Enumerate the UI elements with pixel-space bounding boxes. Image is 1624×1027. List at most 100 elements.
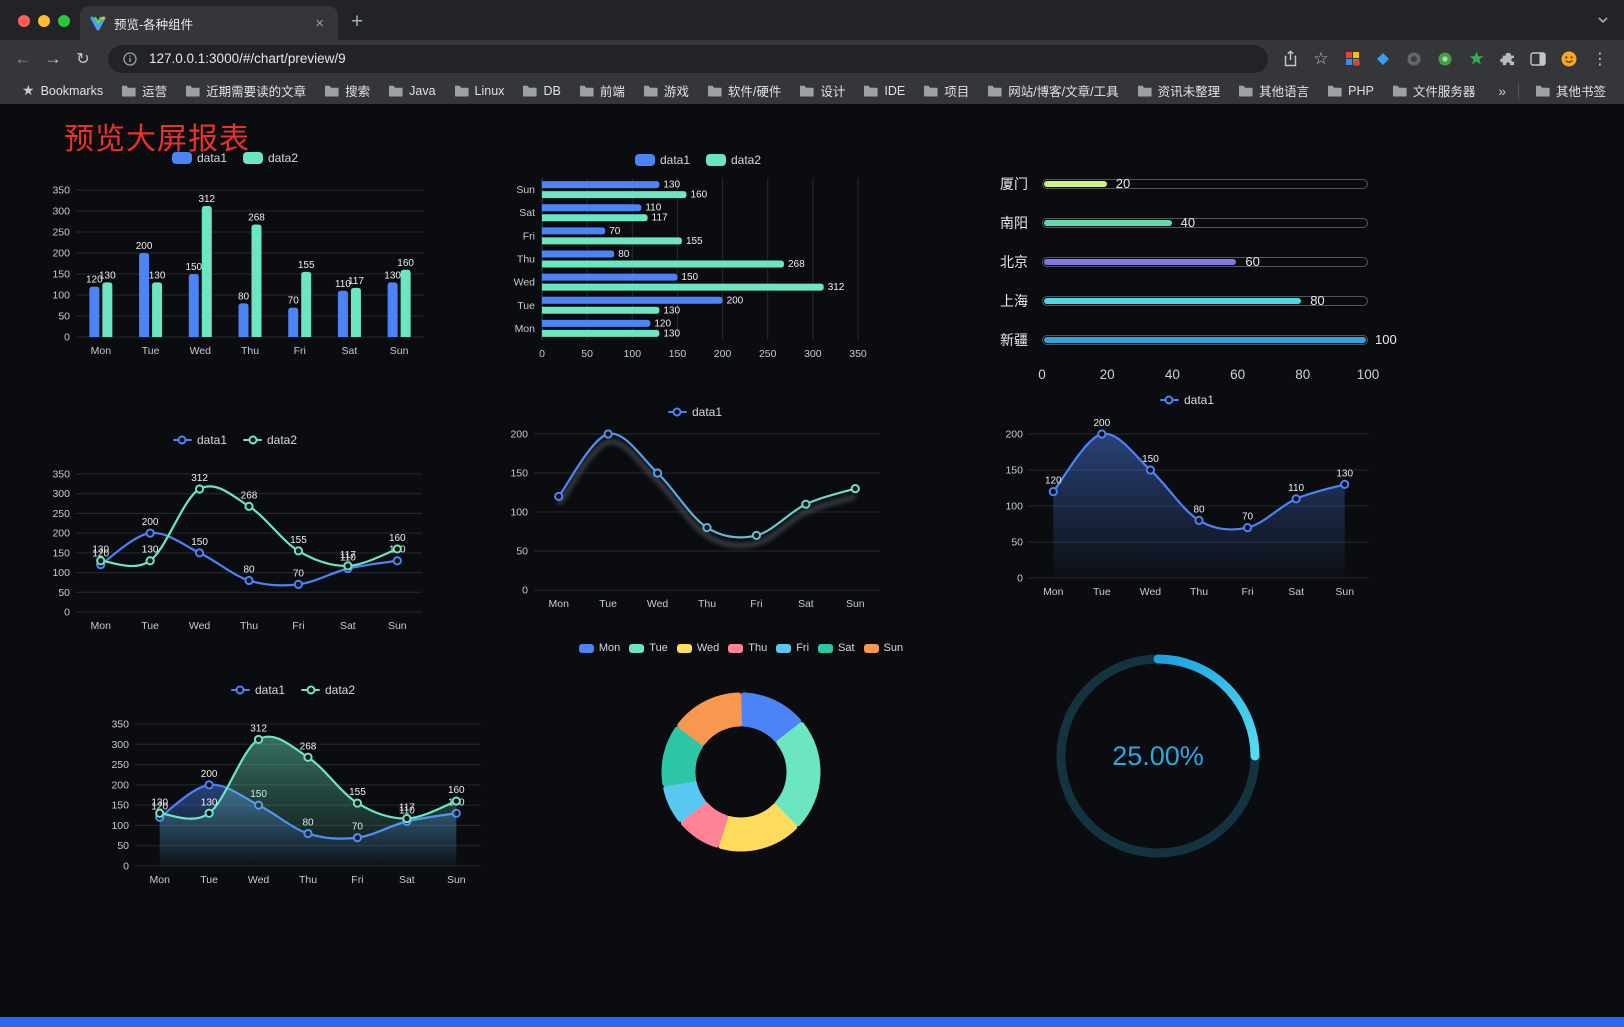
address-bar[interactable]: 127.0.0.1:3000/#/chart/preview/9 [108, 44, 1268, 73]
close-window-button[interactable] [18, 15, 30, 27]
svg-text:200: 200 [52, 528, 70, 540]
legend-item-data2[interactable]: data2 [243, 151, 298, 165]
bookmark-folder[interactable]: DB [514, 81, 568, 101]
legend-item-data2[interactable]: data2 [243, 433, 297, 447]
page-title: 预览大屏报表 [64, 123, 250, 156]
legend-item-data2[interactable]: data2 [301, 683, 355, 697]
site-info-icon[interactable] [120, 49, 140, 69]
svg-text:155: 155 [298, 260, 315, 271]
svg-text:160: 160 [397, 258, 414, 269]
legend-item-data1[interactable]: data1 [230, 683, 285, 697]
legend-label: data1 [691, 405, 723, 419]
legend-item-Thu[interactable]: Thu [728, 642, 767, 654]
line-series-data1: 120 200 150 80 70 110 130 [1045, 418, 1353, 578]
svg-text:100: 100 [510, 507, 528, 519]
legend-label: data2 [731, 153, 762, 167]
svg-text:Tue: Tue [599, 598, 617, 610]
reload-button[interactable]: ↻ [76, 50, 90, 68]
bookmark-folder[interactable]: 搜索 [316, 78, 378, 103]
tab-close-button[interactable]: × [315, 14, 324, 32]
legend-item-Mon[interactable]: Mon [578, 642, 620, 654]
progress-axis: 0 20 40 60 80 100 [1038, 367, 1379, 391]
legend-label: data1 [254, 683, 285, 697]
legend-item-Wed[interactable]: Wed [676, 642, 719, 654]
svg-text:0: 0 [64, 607, 70, 619]
extension-green-star-icon[interactable] [1466, 49, 1486, 69]
progress-label: 厦门 [1000, 175, 1028, 192]
folder-icon [122, 85, 136, 97]
bookmark-folder[interactable]: 项目 [915, 78, 977, 103]
bookmark-folder[interactable]: 游戏 [635, 78, 697, 103]
minimize-window-button[interactable] [38, 15, 50, 27]
bookmark-folder[interactable]: 设计 [791, 78, 853, 103]
legend-swatch-icon [230, 685, 250, 695]
legend-item-Sat[interactable]: Sat [818, 642, 855, 654]
bookmark-folder[interactable]: PHP [1319, 81, 1382, 101]
extension-dark-circle-icon[interactable] [1404, 49, 1424, 69]
legend-item-data2[interactable]: data2 [706, 153, 761, 167]
bookmark-other-bookmarks[interactable]: 其他书签 [1527, 78, 1614, 103]
svg-text:Sat: Sat [342, 345, 358, 357]
bookmark-folder[interactable]: 其他语言 [1230, 78, 1317, 103]
bookmark-folder[interactable]: IDE [855, 81, 913, 101]
share-icon[interactable] [1280, 49, 1300, 69]
bookmark-folder[interactable]: Linux [446, 81, 513, 101]
bookmark-folder[interactable]: 运营 [113, 78, 175, 103]
legend-swatch-icon [676, 643, 692, 653]
svg-text:Thu: Thu [241, 345, 259, 357]
bookmark-folder[interactable]: 前端 [571, 78, 633, 103]
bookmark-folder[interactable]: 近期需要读的文章 [177, 78, 314, 103]
legend-marker-icon [177, 435, 187, 445]
legend-item-data1[interactable]: data1 [172, 433, 227, 447]
bookmarks-overflow-chevron[interactable]: » [1498, 82, 1506, 99]
sidebar-panel-icon[interactable] [1528, 49, 1548, 69]
svg-text:200: 200 [111, 779, 129, 791]
bookmark-folder[interactable]: Java [380, 81, 443, 101]
legend-item-data1[interactable]: data1 [634, 153, 690, 167]
legend-label: data2 [267, 433, 298, 447]
legend-item-Tue[interactable]: Tue [629, 642, 668, 654]
bookmark-folder[interactable]: 软件/硬件 [699, 78, 789, 103]
chart-donut: Mon Tue Wed Thu Fri Sat Sun [548, 638, 934, 868]
progress-track: 40 [1042, 215, 1368, 230]
legend-item-data1[interactable]: data1 [667, 405, 723, 419]
forward-button[interactable]: → [44, 48, 62, 68]
new-tab-button[interactable]: + [350, 10, 364, 33]
tab-search-chevron-icon[interactable] [1596, 13, 1610, 32]
bookmark-folder[interactable]: 网站/博客/文章/工具 [979, 78, 1126, 103]
bookmark-star-icon[interactable]: ☆ [1313, 48, 1329, 68]
legend-item-Sun[interactable]: Sun [863, 642, 903, 654]
kebab-menu-icon[interactable]: ⋮ [1592, 50, 1608, 68]
svg-text:Sun: Sun [447, 874, 466, 886]
svg-text:80: 80 [243, 564, 255, 575]
chart-legend: Mon Tue Wed Thu Fri Sat Sun [548, 638, 934, 658]
back-button[interactable]: ← [14, 48, 32, 68]
bookmark-folder[interactable]: 资讯未整理 [1129, 78, 1229, 103]
chart-legend: data1 [993, 390, 1381, 410]
bookmark-folder[interactable]: 文件服务器 [1384, 78, 1484, 103]
progress-track: 60 [1042, 254, 1368, 269]
legend-item-data1[interactable]: data1 [171, 151, 227, 165]
url-text: 127.0.0.1:3000/#/chart/preview/9 [149, 51, 346, 66]
chart-gauge: 25.00% [1038, 638, 1278, 874]
progress-track: 20 [1042, 176, 1368, 191]
bookmark-bookmarks[interactable]: ★ Bookmarks [14, 79, 111, 102]
extension-green-circle-icon[interactable] [1435, 49, 1455, 69]
zoom-window-button[interactable] [58, 15, 70, 27]
svg-text:120: 120 [654, 318, 671, 329]
legend-item-Fri[interactable]: Fri [776, 642, 809, 654]
browser-tab[interactable]: 预览-各种组件 × [80, 6, 338, 40]
extension-blue-gem-icon[interactable] [1373, 49, 1393, 69]
extension-colorful-grid-icon[interactable] [1342, 49, 1362, 69]
svg-text:Tue: Tue [141, 620, 159, 632]
legend-item-data1[interactable]: data1 [1159, 393, 1214, 407]
extensions-puzzle-icon[interactable] [1497, 49, 1517, 69]
folder-icon [186, 85, 200, 97]
svg-text:70: 70 [293, 568, 305, 579]
svg-text:Wed: Wed [189, 620, 211, 632]
svg-text:Fri: Fri [750, 598, 762, 610]
profile-emoji-icon[interactable] [1559, 49, 1579, 69]
folder-icon [579, 85, 594, 97]
svg-text:300: 300 [111, 739, 129, 751]
page-content: 预览大屏报表 data1 data2 0 50 100 150 200 250 300 350 Mo… [0, 104, 1624, 1027]
